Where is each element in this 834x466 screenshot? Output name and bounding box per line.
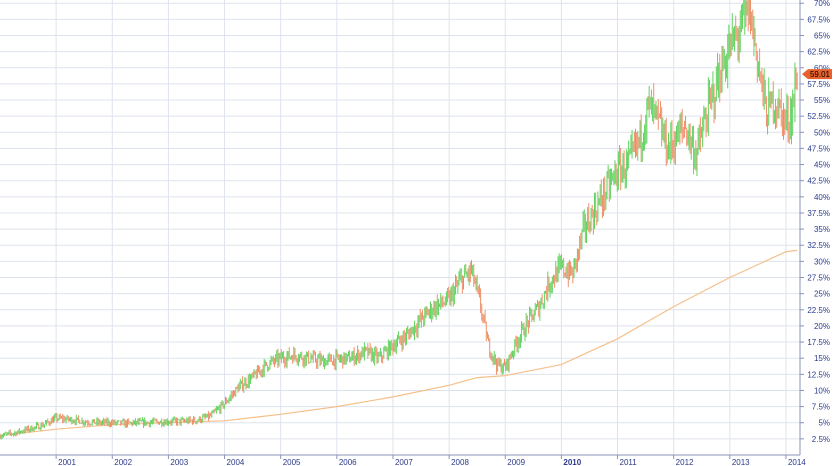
x-tick-label: 2014	[788, 458, 806, 466]
x-tick-label: 2013	[732, 458, 750, 466]
x-tick-label: 2011	[620, 458, 638, 466]
x-tick-label: 2004	[227, 458, 245, 466]
y-tick-label: 32.5%	[807, 241, 830, 250]
y-tick-label: 70%	[814, 0, 830, 8]
y-tick-label: 67.5%	[807, 15, 830, 24]
y-tick-label: 30%	[814, 257, 830, 266]
x-tick-label: 2006	[339, 458, 357, 466]
last-value-badge-shape	[802, 69, 832, 80]
last-value-badge: 59.01	[802, 69, 832, 80]
x-tick-label: 2009	[507, 458, 525, 466]
y-tick-label: 5%	[818, 419, 830, 428]
x-tick-label: 2008	[451, 458, 469, 466]
y-tick-label: 22.5%	[807, 306, 830, 315]
y-tick-label: 60%	[814, 64, 830, 73]
last-value-badge-text: 59.01	[810, 70, 831, 79]
y-tick-label: 55%	[814, 96, 830, 105]
moving-average-layer	[0, 249, 798, 437]
y-tick-label: 37.5%	[807, 209, 830, 218]
y-tick-label: 27.5%	[807, 274, 830, 283]
y-tick-label: 47.5%	[807, 144, 830, 153]
grid-layer	[0, 0, 800, 455]
y-tick-label: 35%	[814, 225, 830, 234]
y-tick-label: 2.5%	[812, 435, 830, 444]
y-tick-label: 20%	[814, 322, 830, 331]
y-tick-label: 52.5%	[807, 112, 830, 121]
y-tick-label: 17.5%	[807, 338, 830, 347]
y-tick-label: 65%	[814, 31, 830, 40]
y-tick-label: 42.5%	[807, 177, 830, 186]
x-tick-label: 2012	[676, 458, 694, 466]
x-tick-label: 2010	[563, 458, 581, 466]
price-layer	[0, 0, 798, 440]
y-tick-label: 15%	[814, 354, 830, 363]
x-tick-label: 2003	[170, 458, 188, 466]
y-tick-label: 50%	[814, 128, 830, 137]
y-tick-label: 40%	[814, 193, 830, 202]
x-tick-label: 2005	[283, 458, 301, 466]
x-tick-label: 2007	[395, 458, 413, 466]
x-tick-label: 2001	[58, 458, 76, 466]
y-tick-label: 12.5%	[807, 370, 830, 379]
y-tick-label: 62.5%	[807, 48, 830, 57]
moving-average-line	[0, 249, 798, 437]
y-tick-label: 25%	[814, 290, 830, 299]
y-tick-label: 7.5%	[812, 403, 830, 412]
y-tick-label: 10%	[814, 386, 830, 395]
y-tick-label: 45%	[814, 161, 830, 170]
x-tick-label: 2002	[114, 458, 132, 466]
y-tick-label: 57.5%	[807, 80, 830, 89]
